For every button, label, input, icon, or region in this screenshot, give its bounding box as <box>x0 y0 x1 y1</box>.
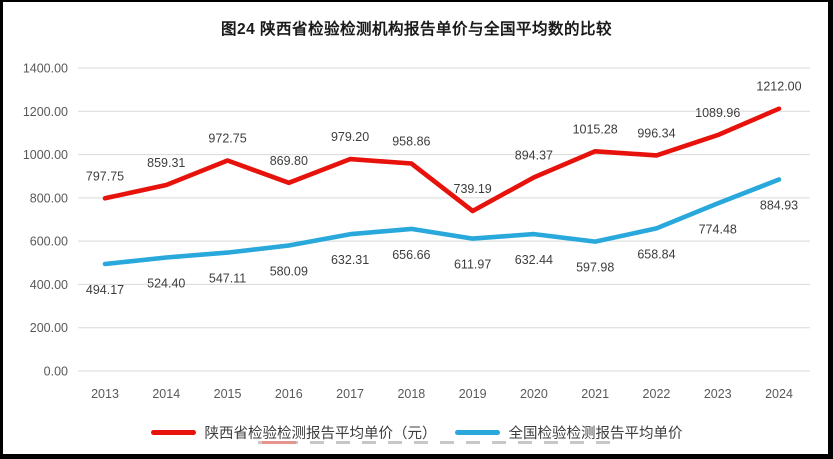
chart-legend: 陕西省检验检测报告平均单价（元） 全国检验检测报告平均单价 <box>0 421 833 443</box>
blue-line-swatch-icon <box>454 429 500 435</box>
series-line-national <box>102 177 782 267</box>
y-tick-label: 600.00 <box>30 235 68 249</box>
x-tick-label: 2021 <box>581 387 609 401</box>
data-label: 972.75 <box>208 131 246 145</box>
y-tick-label: 1400.00 <box>23 62 68 76</box>
data-label: 632.44 <box>515 253 553 267</box>
x-tick-label: 2017 <box>336 387 364 401</box>
frame-border-bottom <box>0 454 833 459</box>
data-label: 1015.28 <box>573 122 618 136</box>
x-tick-label: 2022 <box>643 387 671 401</box>
x-tick-label: 2018 <box>397 387 425 401</box>
data-label: 894.37 <box>515 148 553 162</box>
x-tick-label: 2023 <box>704 387 732 401</box>
data-label: 658.84 <box>637 247 675 261</box>
x-tick-label: 2015 <box>214 387 242 401</box>
frame-border-right <box>828 0 833 459</box>
data-label: 996.34 <box>637 126 675 140</box>
data-label: 739.19 <box>454 182 492 196</box>
y-tick-label: 200.00 <box>30 321 68 335</box>
x-tick-label: 2020 <box>520 387 548 401</box>
data-label: 979.20 <box>331 130 369 144</box>
x-tick-label: 2024 <box>765 387 793 401</box>
data-label: 869.80 <box>270 154 308 168</box>
data-label: 547.11 <box>209 272 246 286</box>
data-label: 797.75 <box>86 169 124 183</box>
data-label: 774.48 <box>699 222 737 236</box>
y-tick-label: 800.00 <box>30 191 68 205</box>
series-line-shaanxi <box>102 106 782 214</box>
data-label: 524.40 <box>147 277 185 291</box>
data-label: 611.97 <box>454 258 491 272</box>
data-label: 656.66 <box>392 248 430 262</box>
red-line-swatch-icon <box>150 429 196 435</box>
data-label: 1089.96 <box>695 106 740 120</box>
y-tick-label: 400.00 <box>30 278 68 292</box>
data-label: 884.93 <box>760 198 798 212</box>
x-tick-label: 2013 <box>91 387 119 401</box>
legend-item-shaanxi: 陕西省检验检测报告平均单价（元） <box>150 422 437 443</box>
frame-border-top <box>0 0 833 2</box>
data-label: 580.09 <box>270 264 308 278</box>
x-tick-label: 2019 <box>459 387 487 401</box>
data-label: 632.31 <box>331 253 369 267</box>
data-label: 958.86 <box>392 134 430 148</box>
x-tick-label: 2016 <box>275 387 303 401</box>
data-label: 1212.00 <box>756 80 801 94</box>
y-tick-label: 1200.00 <box>23 105 68 119</box>
data-label: 859.31 <box>147 156 185 170</box>
y-tick-label: 1000.00 <box>23 148 68 162</box>
y-tick-label: 0.00 <box>44 365 68 379</box>
frame-border-left <box>0 0 3 459</box>
data-label: 597.98 <box>576 261 614 275</box>
legend-item-national: 全国检验检测报告平均单价 <box>454 422 683 443</box>
legend-label-national: 全国检验检测报告平均单价 <box>508 425 683 442</box>
legend-label-shaanxi: 陕西省检验检测报告平均单价（元） <box>204 425 437 442</box>
chart-title: 图24 陕西省检验检测机构报告单价与全国平均数的比较 <box>220 21 613 38</box>
data-label: 494.17 <box>86 283 124 297</box>
x-tick-label: 2014 <box>152 387 180 401</box>
cropped-next-line-artifact <box>258 441 614 444</box>
